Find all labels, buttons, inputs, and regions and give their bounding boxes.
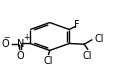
Text: O: O <box>17 51 24 61</box>
Text: Cl: Cl <box>44 56 53 66</box>
Text: F: F <box>75 20 80 30</box>
Text: O: O <box>1 39 9 49</box>
Text: Cl: Cl <box>83 51 92 61</box>
Text: Cl: Cl <box>94 34 104 44</box>
Text: −: − <box>3 33 10 42</box>
Text: N: N <box>17 39 24 49</box>
Text: +: + <box>23 33 29 42</box>
